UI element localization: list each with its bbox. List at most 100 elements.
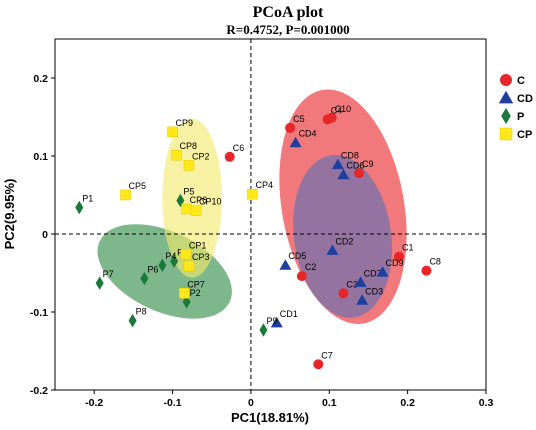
y-tick-label: 0.1 — [33, 151, 48, 163]
point-p8 — [128, 313, 137, 328]
point-label: CD7 — [364, 268, 382, 278]
chart-subtitle: R=0.4752, P=0.001000 — [226, 22, 349, 37]
point-cd5 — [279, 259, 292, 270]
point-label: C2 — [305, 262, 317, 272]
point-label: CP8 — [179, 141, 197, 151]
point-label: CD2 — [335, 236, 353, 246]
x-tick-label: 0 — [248, 397, 254, 409]
point-label: CP5 — [129, 181, 147, 191]
point-label: CD8 — [341, 151, 359, 161]
x-tick-label: -0.2 — [85, 397, 103, 409]
axis-ticks: -0.2 -0.1 0 0.1 0.2 0.3 -0.2 -0.1 0 0.1 0.2 — [30, 73, 494, 409]
point-label: CD4 — [299, 129, 317, 139]
point-label: P5 — [183, 186, 194, 196]
point-label: P7 — [103, 269, 114, 279]
legend-label: P — [517, 111, 524, 123]
point-c2 — [296, 271, 307, 282]
point-label: C9 — [362, 159, 374, 169]
point-p9 — [259, 323, 268, 337]
point-cp5 — [120, 189, 131, 201]
point-label: P6 — [147, 264, 158, 274]
ellipse-cd — [293, 154, 393, 318]
x-axis-label: PC1(18.81%) — [231, 410, 309, 425]
legend: C CD P CP — [498, 74, 533, 141]
point-c7 — [313, 359, 324, 370]
point-label: P1 — [82, 193, 93, 203]
point-cd8 — [331, 158, 344, 170]
point-label: P9 — [266, 316, 277, 326]
point-label: CP10 — [199, 197, 222, 207]
point-p4 — [158, 258, 167, 272]
point-label: P4 — [165, 251, 176, 261]
point-cp9 — [167, 126, 178, 138]
point-label: CP9 — [176, 118, 194, 128]
point-p3 — [170, 254, 179, 269]
reference-lines — [55, 39, 486, 390]
point-label: C5 — [293, 114, 305, 124]
x-tick-label: -0.1 — [163, 397, 181, 409]
point-c8 — [421, 265, 432, 276]
point-label: CP6 — [190, 195, 208, 205]
y-tick-label: -0.2 — [30, 385, 48, 397]
point-cp8 — [171, 149, 182, 161]
data-points: C1C2C3C4C5C6C7C8C9C10CD1CD2CD3CD4CD5CD6C… — [75, 104, 441, 370]
point-label: C4 — [331, 105, 343, 115]
y-tick-label: 0.2 — [33, 73, 48, 85]
point-cd9 — [376, 266, 389, 277]
point-label: CP7 — [187, 279, 205, 289]
point-label: CD3 — [365, 286, 383, 296]
point-label: C3 — [346, 279, 358, 289]
point-cd1 — [270, 316, 283, 328]
point-label: CD5 — [288, 251, 306, 261]
y-tick-label: -0.1 — [30, 307, 48, 319]
point-c5 — [285, 122, 296, 133]
legend-marker-c — [500, 74, 512, 86]
legend-label: CD — [517, 93, 533, 105]
point-label: CP2 — [192, 151, 210, 161]
point-cd4 — [289, 136, 302, 148]
point-c3 — [338, 288, 349, 299]
point-p1 — [75, 200, 84, 215]
point-p7 — [95, 276, 104, 290]
point-label: C8 — [429, 257, 441, 267]
legend-marker-cd — [498, 90, 514, 104]
point-cd6 — [337, 168, 350, 180]
point-cp4 — [247, 188, 258, 200]
point-label: P2 — [190, 288, 201, 298]
point-cp1 — [180, 249, 192, 260]
point-cp2 — [183, 160, 195, 171]
point-label: P8 — [136, 307, 147, 317]
legend-label: C — [517, 75, 525, 87]
point-label: C1 — [402, 243, 414, 253]
x-tick-label: 0.2 — [400, 397, 415, 409]
point-label: C6 — [233, 143, 245, 153]
y-tick-label: 0 — [42, 229, 48, 241]
x-tick-label: 0.1 — [322, 397, 337, 409]
legend-label: CP — [517, 129, 532, 141]
point-label: CP4 — [255, 180, 273, 190]
point-cp10 — [190, 205, 202, 216]
chart-title: PCoA plot — [253, 4, 324, 21]
x-tick-label: 0.3 — [479, 397, 494, 409]
point-c10 — [326, 112, 337, 123]
point-cd2 — [326, 244, 339, 255]
point-label: CP3 — [192, 252, 210, 262]
point-label: CD9 — [386, 258, 404, 268]
legend-marker-cp — [499, 127, 513, 141]
point-label: C7 — [321, 350, 333, 360]
point-cd7 — [354, 276, 367, 287]
group-ellipses — [97, 89, 407, 324]
legend-marker-p — [501, 107, 511, 125]
y-axis-label: PC2(9.95%) — [2, 179, 17, 250]
point-c9 — [354, 168, 365, 179]
point-c6 — [224, 151, 235, 162]
point-p6 — [140, 271, 149, 286]
point-cp7 — [179, 288, 190, 299]
point-cd3 — [356, 294, 369, 305]
point-label: CP1 — [189, 240, 207, 250]
plot-frame — [54, 38, 487, 391]
point-cp3 — [183, 260, 195, 272]
point-cp6 — [181, 203, 192, 215]
point-label: CD1 — [280, 309, 298, 319]
